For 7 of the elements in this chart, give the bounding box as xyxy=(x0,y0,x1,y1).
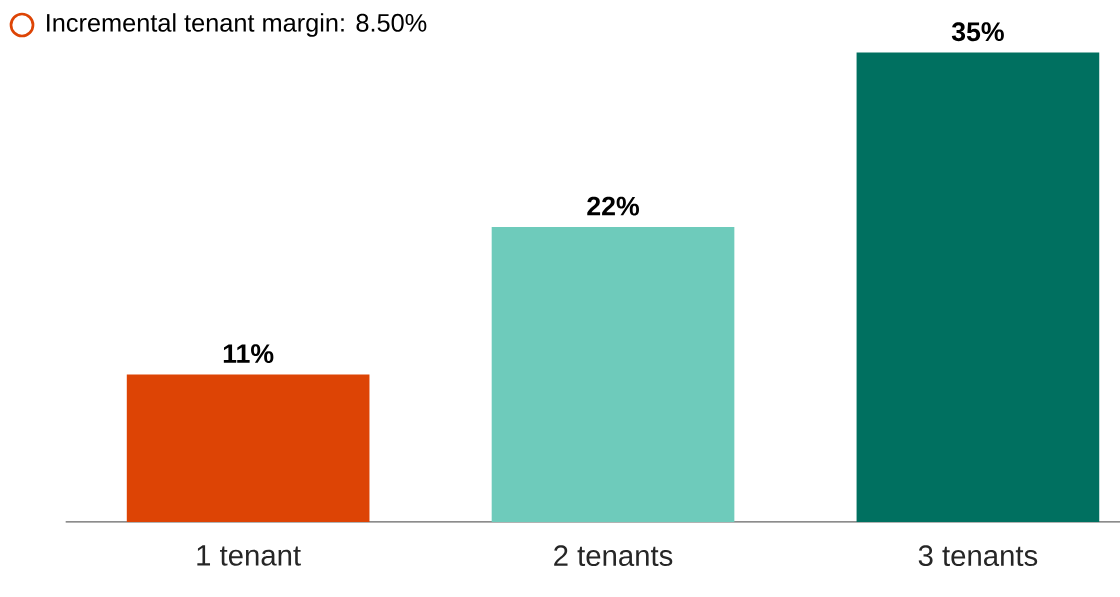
x-tick-label: 3 tenants xyxy=(918,545,1038,567)
x-tick-label: 1 tenant xyxy=(197,545,301,566)
text: Incremental tenant margin: 8.50% xyxy=(47,13,427,37)
data-label: 22% xyxy=(587,196,639,216)
x-tick-label: 2 tenants xyxy=(554,545,673,567)
data-label: 11% xyxy=(223,344,274,364)
data-label: 35% xyxy=(951,22,1004,42)
